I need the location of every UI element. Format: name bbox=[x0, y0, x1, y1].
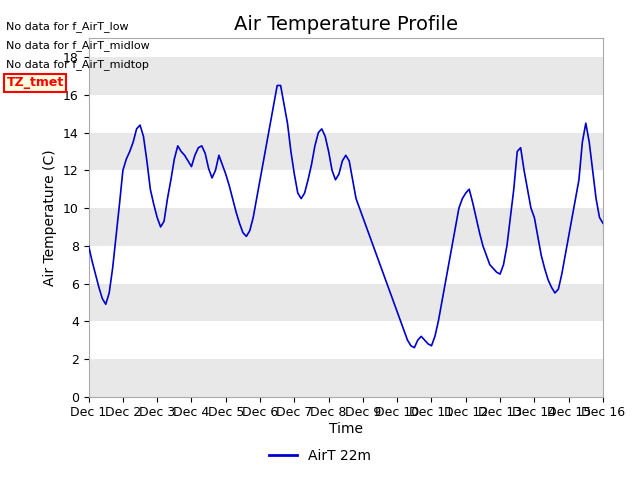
Text: No data for f_AirT_low: No data for f_AirT_low bbox=[6, 21, 129, 32]
Text: TZ_tmet: TZ_tmet bbox=[6, 76, 63, 89]
Legend: AirT 22m: AirT 22m bbox=[264, 443, 376, 468]
Bar bbox=[88, 321, 603, 359]
Title: Air Temperature Profile: Air Temperature Profile bbox=[234, 15, 458, 34]
Bar bbox=[88, 284, 603, 321]
Bar bbox=[88, 246, 603, 284]
Bar bbox=[88, 208, 603, 246]
Y-axis label: Air Temperature (C): Air Temperature (C) bbox=[44, 149, 58, 286]
X-axis label: Time: Time bbox=[329, 422, 363, 436]
Bar bbox=[88, 170, 603, 208]
Bar bbox=[88, 57, 603, 95]
Bar bbox=[88, 359, 603, 396]
Bar bbox=[88, 95, 603, 132]
Text: No data for f_AirT_midlow: No data for f_AirT_midlow bbox=[6, 40, 150, 51]
Text: No data for f_AirT_midtop: No data for f_AirT_midtop bbox=[6, 59, 149, 70]
Bar bbox=[88, 132, 603, 170]
